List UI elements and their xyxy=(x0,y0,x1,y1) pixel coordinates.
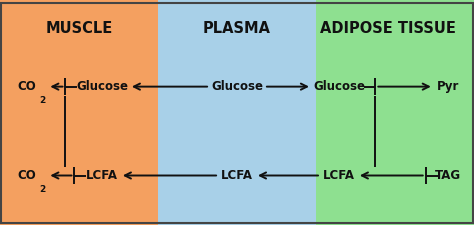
Bar xyxy=(0,0,158,225)
Text: LCFA: LCFA xyxy=(221,169,253,182)
Text: LCFA: LCFA xyxy=(323,169,355,182)
Text: LCFA: LCFA xyxy=(86,169,118,182)
Text: Glucose: Glucose xyxy=(76,80,128,93)
Text: 2: 2 xyxy=(39,184,46,194)
Text: 2: 2 xyxy=(39,96,46,105)
Text: CO: CO xyxy=(18,80,36,93)
Text: CO: CO xyxy=(18,169,36,182)
Bar xyxy=(158,0,316,225)
Text: ADIPOSE TISSUE: ADIPOSE TISSUE xyxy=(320,21,456,36)
Text: MUSCLE: MUSCLE xyxy=(46,21,113,36)
Text: TAG: TAG xyxy=(435,169,461,182)
Text: Glucose: Glucose xyxy=(313,80,365,93)
Text: Pyr: Pyr xyxy=(437,80,459,93)
Bar xyxy=(316,0,474,225)
Text: PLASMA: PLASMA xyxy=(203,21,271,36)
Text: Glucose: Glucose xyxy=(211,80,263,93)
